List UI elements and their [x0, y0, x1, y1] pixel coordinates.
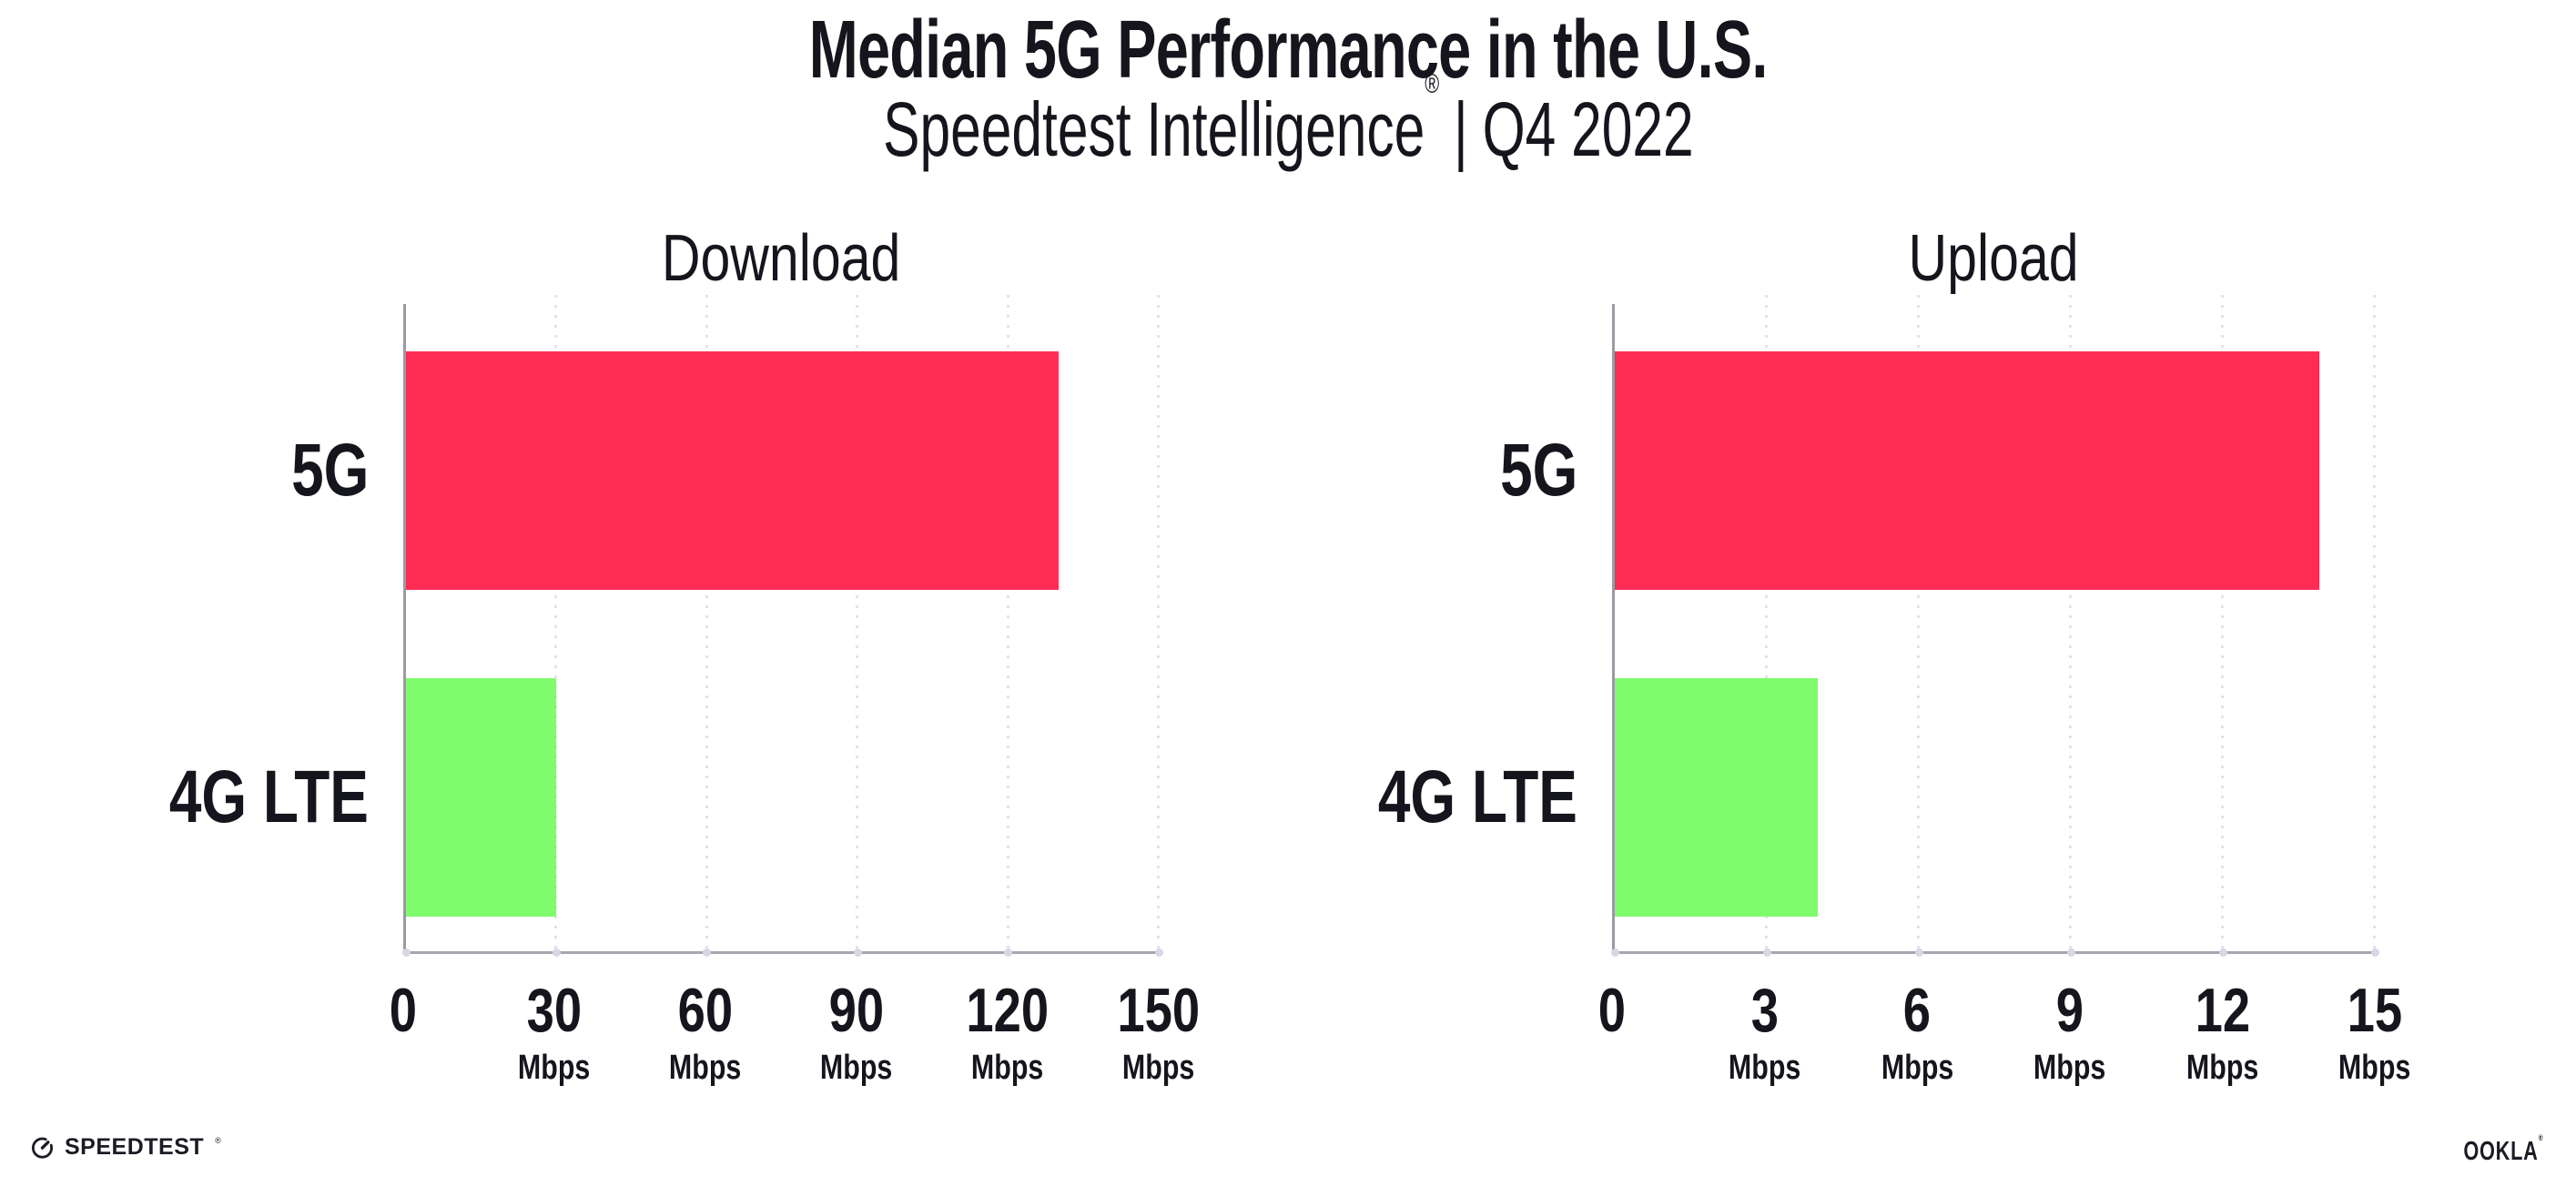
- x-tick-label-6: 6 Mbps: [1881, 976, 1953, 1087]
- tick-mark-15: [2370, 948, 2379, 957]
- x-tick-label-150: 150 Mbps: [1117, 976, 1201, 1087]
- subtitle-divider: |: [1453, 86, 1468, 172]
- speedtest-wordmark: SPEEDTEST: [65, 1134, 205, 1160]
- x-tick-label-30: 30 Mbps: [518, 976, 591, 1087]
- bar-5g: [406, 351, 1059, 590]
- x-tick-label-9: 9 Mbps: [2033, 976, 2106, 1087]
- tick-mark-6: [1914, 948, 1923, 957]
- page-title: Median 5G Performance in the U.S.: [808, 5, 1769, 96]
- x-tick-label-0: 0: [1597, 976, 1627, 1045]
- x-tick-label-120: 120 Mbps: [966, 976, 1050, 1087]
- upload-plot-area: [1610, 295, 2379, 957]
- speedtest-logo: SPEEDTEST ®: [30, 1134, 221, 1160]
- subtitle-brand: Speedtest Intelligence: [882, 86, 1425, 172]
- tick-mark-120: [1004, 948, 1013, 957]
- tick-mark-0: [401, 948, 411, 957]
- tick-mark-60: [703, 948, 712, 957]
- gridline-60: [705, 295, 708, 951]
- x-tick-label-15: 15 Mbps: [2338, 976, 2411, 1087]
- category-label-4g-lte: 4G LTE: [1377, 756, 1577, 838]
- tick-mark-30: [552, 948, 561, 957]
- speedtest-registered-mark: ®: [215, 1135, 221, 1145]
- upload-chart: Upload 0 3 Mbps 6 Mbps 9 Mbps 12 Mbps 15 Mbps 5G 4G …: [1378, 226, 2411, 1085]
- ookla-logo: OOKLA®: [2437, 1134, 2543, 1166]
- download-chart-title: Download: [661, 222, 901, 295]
- tick-mark-150: [1154, 948, 1163, 957]
- gridline-9: [2069, 295, 2072, 951]
- bar-4g-lte: [1615, 678, 1818, 917]
- gridline-6: [1917, 295, 1920, 951]
- x-tick-label-60: 60 Mbps: [669, 976, 742, 1087]
- upload-chart-title: Upload: [1908, 222, 2079, 295]
- bar-5g: [1615, 351, 2319, 590]
- tick-mark-9: [2066, 948, 2075, 957]
- tick-mark-0: [1610, 948, 1619, 957]
- x-tick-label-3: 3 Mbps: [1728, 976, 1801, 1087]
- category-label-5g: 5G: [290, 429, 369, 512]
- gridline-12: [2221, 295, 2224, 951]
- subtitle-period: Q4 2022: [1482, 86, 1694, 172]
- page-subtitle: Speedtest Intelligence®| Q4 2022: [0, 71, 2576, 168]
- gridline-15: [2373, 295, 2376, 951]
- x-tick-label-12: 12 Mbps: [2186, 976, 2259, 1087]
- speedtest-gauge-icon: [31, 1137, 54, 1159]
- category-label-5g: 5G: [1499, 429, 1577, 512]
- tick-mark-90: [853, 948, 862, 957]
- x-tick-label-90: 90 Mbps: [820, 976, 893, 1087]
- x-tick-label-0: 0: [389, 976, 418, 1045]
- category-label-4g-lte: 4G LTE: [168, 756, 369, 838]
- gridline-3: [1765, 295, 1768, 951]
- tick-mark-3: [1762, 948, 1771, 957]
- gridline-90: [856, 295, 859, 951]
- download-plot-area: [401, 295, 1163, 957]
- bar-4g-lte: [406, 678, 557, 917]
- download-chart: Download 0 30 Mbps 60 Mbps 90 Mbps 120 Mbps 150 Mb…: [169, 226, 1201, 1085]
- registered-mark: ®: [1424, 69, 1439, 99]
- tick-mark-12: [2218, 948, 2227, 957]
- gridline-120: [1006, 295, 1009, 951]
- gridline-30: [554, 295, 558, 951]
- gridline-150: [1157, 295, 1160, 951]
- ookla-wordmark: OOKLA: [2462, 1137, 2539, 1166]
- ookla-registered-mark: ®: [2538, 1133, 2543, 1143]
